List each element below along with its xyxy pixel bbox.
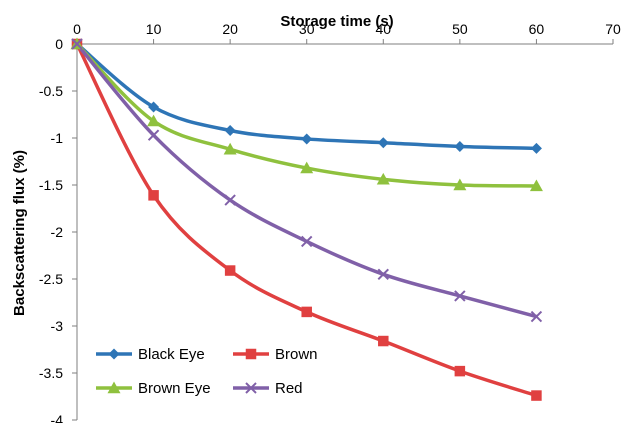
data-point-brown: [531, 390, 542, 401]
x-axis-title: Storage time (s): [280, 13, 393, 30]
series-line-black-eye: [75, 42, 537, 151]
x-tick-label: 0: [73, 21, 81, 37]
data-point-brown-eye: [223, 142, 237, 155]
x-tick-label: 60: [529, 21, 545, 37]
legend-swatch-marker: [108, 348, 120, 360]
y-tick-label: -1.5: [39, 177, 63, 193]
data-point-red-stroke: [147, 129, 160, 141]
data-point-red: [224, 194, 236, 206]
y-tick-label: -2: [51, 224, 64, 240]
y-tick-label: -0.5: [39, 83, 63, 99]
y-tick-label: -4: [51, 412, 64, 423]
data-point-red-stroke: [71, 38, 83, 50]
data-point-black-eye: [301, 133, 313, 145]
x-tick-label: 50: [452, 21, 468, 37]
y-tick-labels: 0 -0.5 -1 -1.5 -2 -2.5 -3 -3.5 -4: [39, 36, 63, 423]
data-point-red-stroke: [224, 194, 236, 206]
legend-item-red: Red: [233, 380, 303, 397]
data-point-brown-eye: [529, 179, 543, 192]
x-tick-label: 40: [375, 21, 391, 37]
y-tick-label: -2.5: [39, 271, 63, 287]
legend-item-brown-eye: Brown Eye: [96, 380, 211, 397]
x-tick-label: 30: [299, 21, 315, 37]
data-point-red: [377, 268, 389, 281]
data-point-black-eye: [148, 101, 160, 113]
y-tick-label: -3.5: [39, 365, 63, 381]
x-tick-label: 70: [605, 21, 621, 37]
data-point-red: [454, 290, 466, 302]
data-point-red: [71, 38, 83, 50]
x-tick-label: 10: [146, 21, 162, 37]
series-lines: [75, 42, 537, 398]
data-point-black-eye: [377, 137, 389, 149]
legend-label: Red: [275, 380, 303, 397]
data-point-black-eye: [530, 142, 542, 154]
legend: Black Eye Brown Brown Eye Red: [96, 346, 318, 397]
data-point-brown-eye: [300, 161, 314, 174]
y-axis-title: Backscattering flux (%): [11, 150, 28, 316]
data-point-brown-eye: [376, 172, 390, 185]
series-line-brown: [75, 43, 537, 398]
x-tick-labels: 0 10 20 30 40 50 60 70: [73, 21, 621, 37]
legend-label: Brown Eye: [138, 380, 211, 397]
legend-swatch-marker-stroke: [245, 382, 257, 394]
data-point-brown: [301, 306, 312, 318]
data-point-red: [147, 129, 160, 141]
data-point-brown: [454, 365, 466, 377]
data-point-red: [530, 310, 543, 323]
legend-label: Black Eye: [138, 346, 205, 363]
data-point-brown-eye: [453, 178, 467, 191]
data-point-red-stroke: [454, 290, 466, 302]
legend-item-black-eye: Black Eye: [96, 346, 205, 363]
y-tick-label: -3: [51, 318, 64, 334]
data-point-red-stroke: [530, 310, 543, 323]
legend-label: Brown: [275, 346, 318, 363]
data-point-red-stroke: [301, 235, 313, 248]
series-markers: [70, 37, 543, 401]
y-tick-label: 0: [55, 36, 63, 52]
data-point-brown: [148, 190, 159, 201]
data-point-red-stroke: [377, 268, 389, 281]
data-point-black-eye: [224, 124, 236, 136]
x-tick-label: 20: [222, 21, 238, 37]
y-tick-label: -1: [51, 130, 64, 146]
legend-item-brown: Brown: [233, 346, 318, 363]
data-point-black-eye: [454, 140, 466, 152]
legend-swatch-marker: [245, 348, 257, 360]
data-point-brown-eye: [147, 114, 161, 127]
data-point-red: [301, 235, 313, 248]
data-point-brown: [378, 335, 389, 347]
data-point-brown: [224, 265, 236, 276]
legend-swatch-marker: [245, 382, 257, 394]
legend-swatch-marker: [107, 381, 121, 394]
